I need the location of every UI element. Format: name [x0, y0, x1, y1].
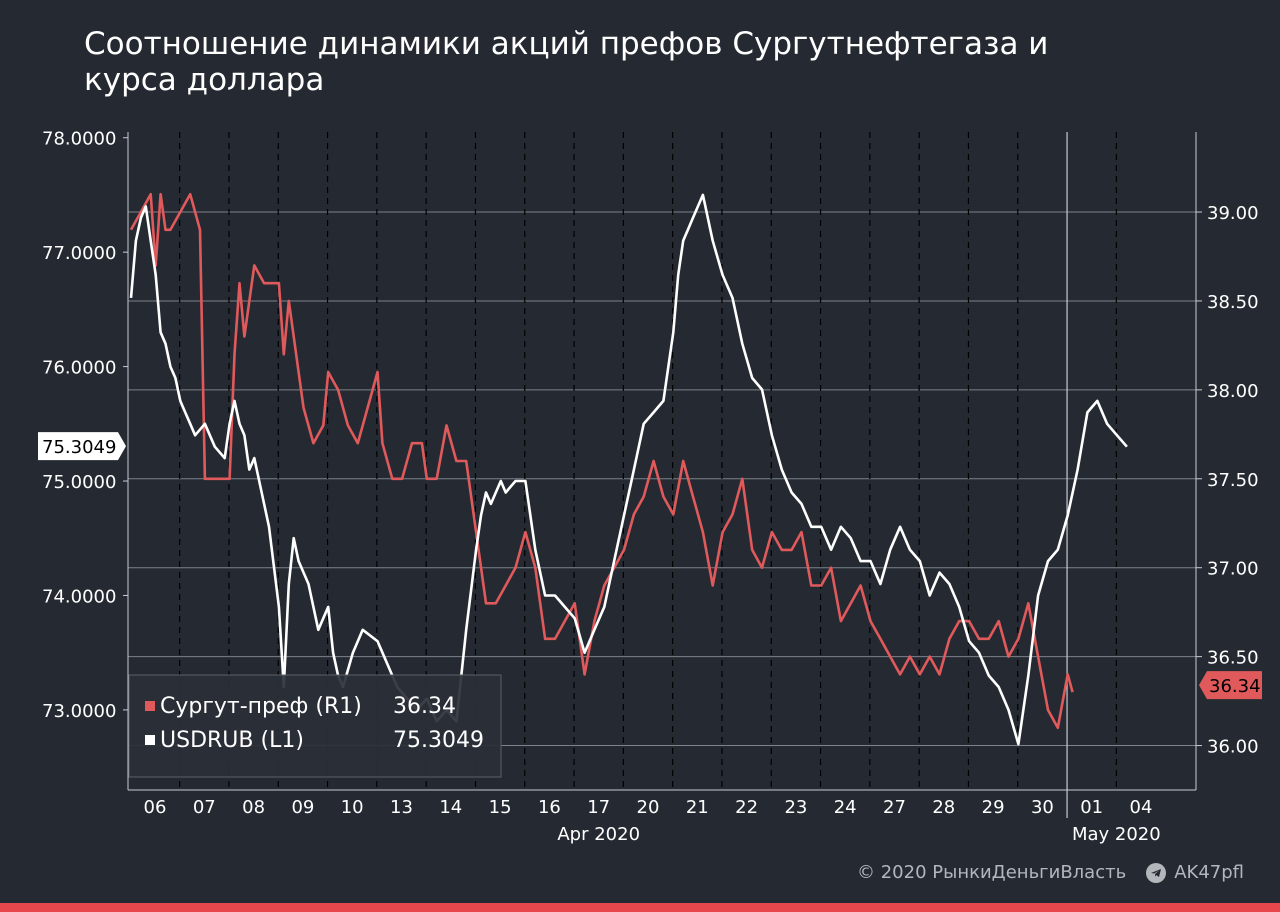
legend-name-1: USDRUB (L1): [160, 728, 304, 753]
legend-box: [128, 674, 502, 778]
footer: © 2020 РынкиДеньгиВласть AK47pfl: [857, 862, 1244, 883]
x-tick-label-01-19: 01: [1080, 797, 1103, 818]
x-tick-label-15-7: 15: [489, 797, 512, 818]
series-line-surgut: [129, 192, 1074, 730]
x-tick-label-29-17: 29: [982, 797, 1005, 818]
current-value-left-box: [38, 432, 126, 461]
legend-swatch-0: [145, 701, 155, 711]
series-line-usdrub: [129, 193, 1128, 746]
telegram-handle: AK47pfl: [1174, 862, 1244, 883]
x-tick-label-08-2: 08: [242, 797, 265, 818]
current-value-right-box: [1199, 671, 1262, 700]
x-tick-label-10-4: 10: [341, 797, 364, 818]
left-tick-label-2: 76.0000: [42, 358, 116, 379]
left-tick-label-4: 74.0000: [42, 586, 116, 607]
month-label-1: May 2020: [1072, 824, 1161, 845]
legend-value-1: 75.3049: [393, 728, 484, 753]
right-tick-label-2: 38.00: [1207, 381, 1259, 402]
x-tick-label-27-15: 27: [883, 797, 906, 818]
left-tick-label-3: 75.0000: [42, 472, 116, 493]
right-tick-label-1: 38.50: [1207, 292, 1259, 313]
x-tick-label-13-5: 13: [390, 797, 413, 818]
x-tick-label-23-13: 23: [784, 797, 807, 818]
x-tick-label-14-6: 14: [439, 797, 462, 818]
right-tick-label-6: 36.00: [1207, 737, 1259, 758]
chart-title-line-2: курса доллара: [84, 62, 325, 98]
chart-title-line-1: Соотношение динамики акций префов Сургут…: [84, 26, 1049, 62]
x-tick-label-24-14: 24: [834, 797, 857, 818]
x-tick-label-17-9: 17: [587, 797, 610, 818]
current-value-right-label: 36.34: [1209, 676, 1261, 697]
left-tick-label-5: 73.0000: [42, 701, 116, 722]
x-tick-label-20-10: 20: [637, 797, 660, 818]
x-tick-label-16-8: 16: [538, 797, 561, 818]
copyright-text: © 2020 РынкиДеньгиВласть: [857, 862, 1127, 883]
legend-name-0: Сургут-преф (R1): [160, 694, 362, 719]
accent-bar: [0, 903, 1280, 912]
x-tick-label-22-12: 22: [735, 797, 758, 818]
day-separators: [179, 132, 1117, 818]
chart-title: Соотношение динамики акций префов Сургут…: [84, 26, 1184, 98]
legend: Сургут-преф (R1) 36.34 USDRUB (L1) 75.3049: [128, 674, 502, 778]
right-tick-label-0: 39.00: [1207, 203, 1259, 224]
x-tick-label-28-16: 28: [932, 797, 955, 818]
right-tick-label-4: 37.00: [1207, 559, 1259, 580]
current-value-left-label: 75.3049: [42, 437, 116, 458]
x-tick-label-30-18: 30: [1031, 797, 1054, 818]
x-tick-label-06-0: 06: [144, 797, 167, 818]
current-value-right: 36.34: [1199, 671, 1262, 700]
x-tick-label-21-11: 21: [686, 797, 709, 818]
telegram-icon: [1146, 862, 1167, 883]
legend-value-0: 36.34: [393, 694, 456, 719]
x-axis-ticks: 06 07 08 09 10 13 14 15 16 17 20 21 22 23 24 27 28 29 30 01…: [144, 797, 1161, 845]
legend-swatch-1: [145, 735, 155, 745]
right-tick-label-3: 37.50: [1207, 470, 1259, 491]
x-tick-label-07-1: 07: [193, 797, 216, 818]
current-value-left: 75.3049: [38, 432, 126, 461]
right-tick-label-5: 36.50: [1207, 648, 1259, 669]
x-tick-label-09-3: 09: [291, 797, 314, 818]
gridlines: [128, 211, 1196, 747]
month-label-0: Apr 2020: [557, 824, 640, 845]
left-tick-label-1: 77.0000: [42, 243, 116, 264]
right-axis-ticks: 39.00 38.50 38.00 37.50 37.00 36.50 36.00: [1196, 203, 1259, 758]
left-tick-label-0: 78.0000: [42, 129, 116, 150]
x-tick-label-04-20: 04: [1130, 797, 1153, 818]
series-group: [129, 192, 1128, 746]
left-axis-ticks: 78.0000 77.0000 76.0000 75.0000 74.0000 73.00…: [42, 129, 128, 722]
